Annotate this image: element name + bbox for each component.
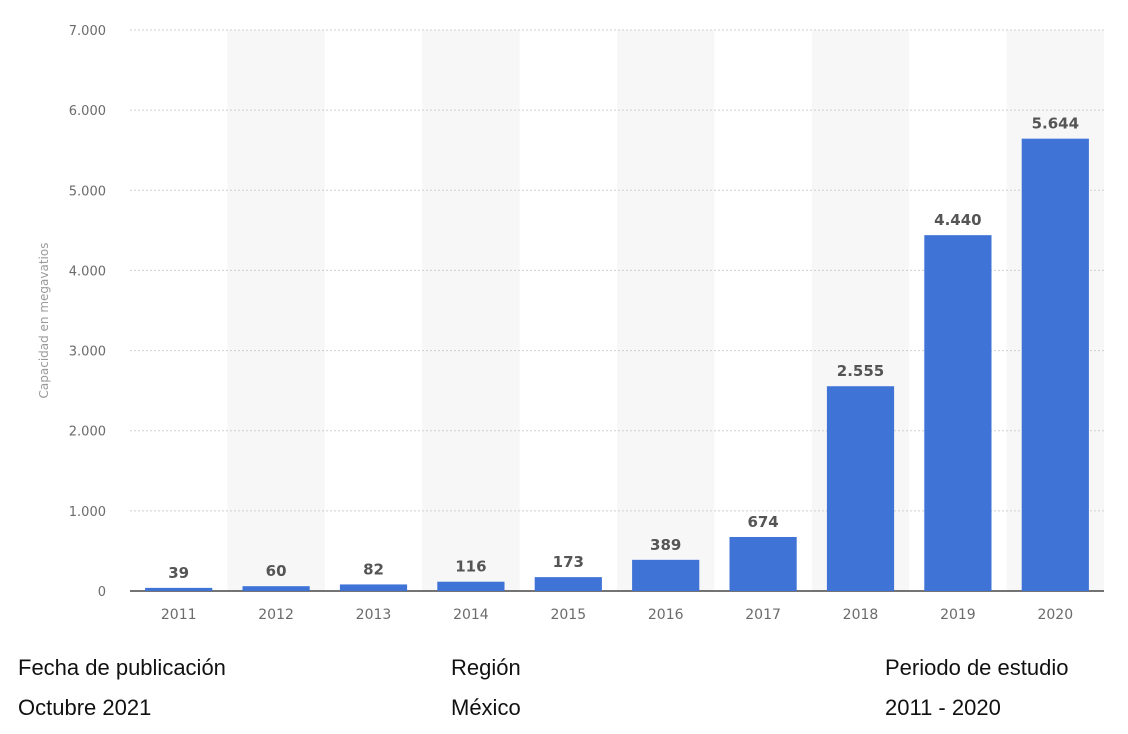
y-tick-label: 3.000: [69, 345, 106, 360]
y-tick-label: 1.000: [69, 505, 106, 520]
x-tick-label: 2016: [648, 607, 684, 623]
bar: [826, 386, 895, 591]
data-label: 389: [650, 536, 681, 554]
chart-area: 0 1.000 2.000 3.000 4.000 5.000 6.000 7.000 39 20…: [37, 24, 1104, 623]
data-label: 4.440: [934, 211, 981, 229]
background-band: [617, 30, 715, 591]
x-tick-label: 2015: [550, 607, 586, 623]
background-band: [227, 30, 325, 591]
bar: [632, 559, 700, 591]
x-tick-label: 2019: [940, 607, 976, 623]
x-tick-label: 2013: [356, 607, 392, 623]
publication-label: Fecha de publicación: [18, 655, 226, 680]
bar: [534, 577, 602, 591]
data-label: 5.644: [1032, 115, 1079, 133]
y-tick-label: 7.000: [69, 24, 106, 39]
bar: [1021, 138, 1089, 592]
bar: [242, 586, 310, 591]
bar: [145, 587, 213, 591]
y-axis-title: Capacidad en megavatios: [37, 243, 51, 399]
data-label: 82: [363, 560, 384, 578]
x-tick-label: 2018: [843, 607, 879, 623]
data-label: 173: [553, 553, 584, 571]
period-value: 2011 - 2020: [885, 695, 1001, 720]
y-tick-label: 0: [98, 585, 106, 600]
x-tick-label: 2014: [453, 607, 489, 623]
bar-chart: 0 1.000 2.000 3.000 4.000 5.000 6.000 7.000 39 20…: [37, 24, 1104, 623]
data-label: 116: [455, 558, 486, 576]
x-tick-label: 2011: [161, 607, 197, 623]
y-tick-label: 2.000: [69, 425, 106, 440]
x-tick-label: 2017: [745, 607, 781, 623]
y-tick-label: 4.000: [69, 264, 106, 279]
background-band: [422, 30, 520, 591]
period-info: Periodo de estudio 2011 - 2020: [885, 648, 1068, 728]
data-label: 60: [266, 562, 287, 580]
x-tick-label: 2012: [258, 607, 294, 623]
publication-value: Octubre 2021: [18, 695, 152, 720]
publication-info: Fecha de publicación Octubre 2021: [18, 648, 226, 728]
period-label: Periodo de estudio: [885, 655, 1069, 680]
data-label: 39: [168, 564, 189, 582]
region-info: Región México: [451, 648, 521, 728]
region-value: México: [451, 695, 521, 720]
y-tick-label: 6.000: [69, 104, 106, 119]
bar: [924, 235, 992, 591]
bar: [729, 536, 797, 591]
y-tick-label: 5.000: [69, 184, 106, 199]
bar: [437, 581, 505, 591]
x-tick-label: 2020: [1037, 607, 1073, 623]
bar: [339, 584, 408, 591]
region-label: Región: [451, 655, 521, 680]
data-label: 674: [747, 513, 778, 531]
data-label: 2.555: [837, 362, 884, 380]
